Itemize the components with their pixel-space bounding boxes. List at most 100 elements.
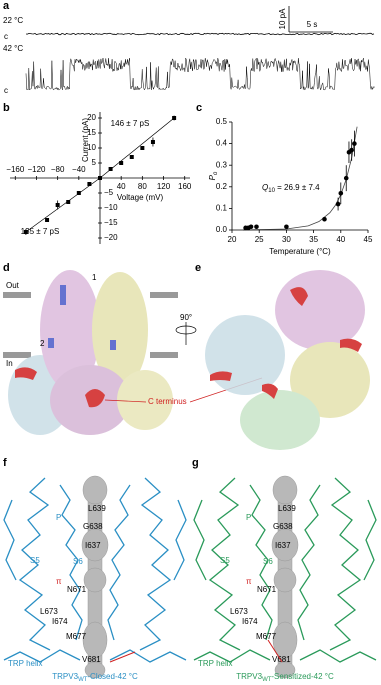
- panel-label: g: [192, 457, 199, 469]
- rotation-label: 90°: [180, 313, 192, 322]
- y-axis-label: Current (pA): [81, 118, 90, 162]
- data-point: [140, 146, 145, 150]
- pi-helix-label: π: [246, 577, 252, 586]
- residue-label: L673: [40, 607, 58, 616]
- data-point: [343, 175, 349, 181]
- x-tick-label: −160: [6, 165, 25, 174]
- x-tick-label: 45: [364, 235, 373, 244]
- data-point: [98, 176, 102, 180]
- y-tick-label: 0.1: [216, 204, 228, 213]
- x-tick-label: −80: [51, 165, 65, 174]
- y-tick-label: 0.3: [216, 160, 228, 169]
- data-point: [172, 116, 177, 120]
- residue-label: L639: [278, 504, 296, 513]
- trp-helix-label: TRP helix: [198, 659, 233, 668]
- data-point: [352, 141, 357, 146]
- y-axis-label: Po: [208, 171, 218, 180]
- membrane: [3, 352, 31, 358]
- caption-part: WT: [262, 677, 272, 683]
- residue-label: I637: [85, 541, 101, 550]
- panel-label: f: [3, 457, 7, 469]
- caption-part: -Sensitized-42 °C: [271, 672, 334, 681]
- x-tick-label: 20: [228, 235, 237, 244]
- pi-helix-label: π: [56, 577, 62, 586]
- data-point: [248, 224, 254, 230]
- x-tick-label: 120: [157, 182, 171, 191]
- residue-label: M677: [256, 632, 277, 641]
- residue-label: I674: [52, 617, 68, 626]
- label-part: o: [213, 171, 219, 175]
- label-part: = 26.9 ± 7.4: [275, 183, 320, 192]
- annotation: Q10 = 26.9 ± 7.4: [262, 183, 320, 193]
- in-label: In: [6, 359, 13, 368]
- annotation: 135 ± 7 pS: [21, 227, 60, 236]
- membrane: [150, 292, 178, 298]
- y-tick-label: 20: [87, 113, 96, 122]
- data-point: [129, 155, 134, 159]
- residue-label: L639: [88, 504, 106, 513]
- data-point: [76, 191, 81, 195]
- data-point: [66, 200, 71, 204]
- current-trace: [25, 57, 375, 91]
- x-tick-label: 80: [138, 182, 147, 191]
- data-point: [119, 161, 124, 165]
- site-label: 1: [92, 273, 97, 282]
- segment-label: S6: [73, 557, 83, 566]
- y-tick-label: 10: [87, 143, 96, 152]
- membrane: [150, 352, 178, 358]
- label-part: Q: [262, 183, 268, 192]
- residue-label: G638: [83, 522, 103, 531]
- data-point: [23, 230, 28, 234]
- residue-label: V681: [82, 655, 101, 664]
- c-terminus-label: C terminus: [148, 397, 187, 406]
- x-tick-label: −120: [27, 165, 46, 174]
- data-point: [87, 182, 92, 186]
- caption: TRPV3WT-Sensitized-42 °C: [236, 672, 334, 682]
- scale-bar-label: 5 s: [307, 20, 318, 29]
- data-point: [284, 224, 289, 230]
- segment-label: S5: [30, 556, 40, 565]
- residue-label: G638: [273, 522, 293, 531]
- data-point: [349, 147, 354, 153]
- residue-label: M677: [66, 632, 87, 641]
- data-point: [150, 140, 155, 144]
- panel-label: b: [3, 102, 10, 114]
- x-tick-label: 35: [309, 235, 318, 244]
- x-tick-label: 40: [117, 182, 126, 191]
- scale-bar-label: 10 pA: [278, 8, 287, 30]
- caption: TRPV3WT-Closed-42 °C: [52, 672, 138, 682]
- y-tick-label: 0.5: [216, 117, 228, 126]
- residue-label: I674: [242, 617, 258, 626]
- y-tick-label: 0.2: [216, 182, 228, 191]
- x-axis-label: Temperature (°C): [269, 247, 331, 256]
- protein-structure: [205, 270, 370, 450]
- y-tick-label: −10: [104, 203, 118, 212]
- movement-arrow: [109, 651, 136, 663]
- trp-helix-label: TRP helix: [8, 659, 43, 668]
- data-point: [335, 201, 341, 207]
- residue-label: I637: [275, 541, 291, 550]
- panel-label: c: [196, 102, 202, 114]
- closed-label: c: [4, 86, 8, 95]
- panel-label: a: [3, 0, 10, 12]
- temperature-label: 42 °C: [3, 44, 23, 53]
- out-label: Out: [6, 281, 20, 290]
- label-part: P: [208, 174, 217, 180]
- y-tick-label: −5: [104, 188, 114, 197]
- y-tick-label: −20: [104, 233, 118, 242]
- x-tick-label: 30: [282, 235, 291, 244]
- y-tick-label: 0.0: [216, 225, 228, 234]
- y-tick-label: 0.4: [216, 139, 228, 148]
- y-tick-label: −15: [104, 218, 118, 227]
- label-part: 10: [268, 188, 275, 194]
- axes: [231, 122, 368, 231]
- x-axis-label: Voltage (mV): [117, 193, 164, 202]
- site-label: 2: [40, 339, 45, 348]
- data-point: [45, 218, 50, 222]
- y-tick-label: 5: [92, 158, 97, 167]
- pointer-line: [104, 399, 147, 403]
- data-point: [254, 224, 259, 230]
- residue-label: N671: [257, 585, 277, 594]
